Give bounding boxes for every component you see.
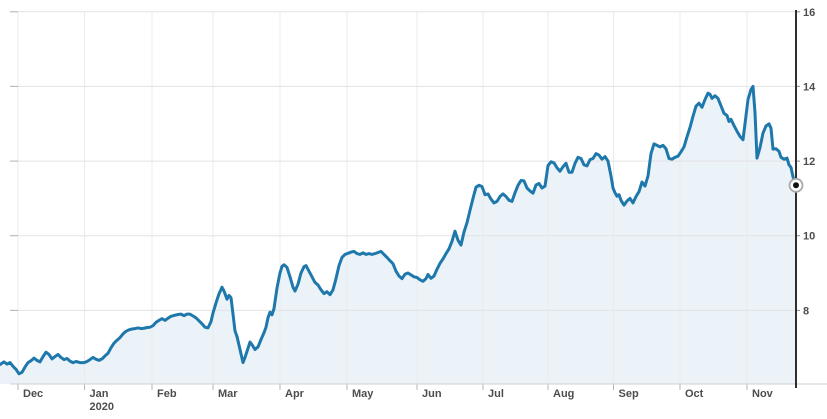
plot-hover-area[interactable]	[0, 10, 796, 384]
x-axis-month-label: Apr	[285, 388, 305, 400]
x-axis-month-label: Nov	[752, 388, 774, 400]
x-axis-year-label: 2020	[90, 401, 114, 413]
x-axis-month-label: Jan	[90, 388, 109, 400]
x-axis-month-label: Dec	[23, 388, 43, 400]
month-gridlines	[17, 11, 748, 390]
x-axis-month-label: Sep	[619, 388, 639, 400]
y-axis-tick-label: 12	[803, 156, 815, 168]
axis-lines	[10, 10, 827, 388]
y-axis-tick-label: 14	[803, 81, 816, 93]
price-polyline	[0, 84, 798, 376]
x-axis-month-label: Jun	[422, 388, 442, 400]
y-axis-labels: 16 14 12 10 8	[803, 7, 816, 318]
x-axis-month-label: Jul	[488, 388, 504, 400]
price-line	[0, 84, 798, 376]
x-axis-month-label: Mar	[218, 388, 238, 400]
x-axis-month-label: Oct	[685, 388, 704, 400]
y-axis-tick-label: 16	[803, 7, 815, 19]
value-gridlines	[10, 11, 800, 311]
marker-dot	[793, 182, 799, 189]
y-axis-tick-label: 8	[803, 305, 809, 317]
x-axis-month-label: Feb	[157, 388, 177, 400]
x-axis-month-label: Aug	[553, 388, 574, 400]
y-axis-tick-label: 10	[803, 231, 815, 243]
x-axis-month-label: May	[352, 388, 374, 400]
last-price-marker	[788, 177, 804, 193]
